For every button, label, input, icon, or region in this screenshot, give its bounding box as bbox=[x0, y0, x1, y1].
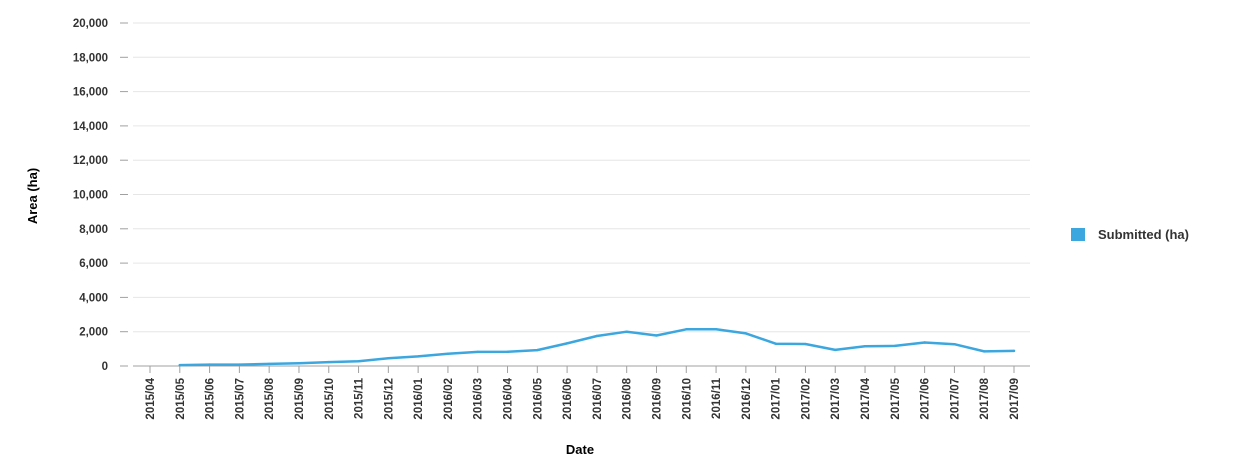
data-point[interactable] bbox=[774, 342, 777, 345]
data-point[interactable] bbox=[565, 342, 569, 345]
y-tick-label: 8,000 bbox=[79, 224, 108, 236]
data-point[interactable] bbox=[625, 330, 628, 333]
y-tick-label: 4,000 bbox=[79, 292, 108, 304]
y-tick-label: 14,000 bbox=[73, 121, 108, 133]
series-line-submitted[interactable] bbox=[178, 328, 1016, 367]
gridlines bbox=[133, 22, 1030, 333]
data-point[interactable] bbox=[506, 350, 509, 353]
x-tick-label: 2017/03 bbox=[830, 378, 842, 420]
x-tick-label: 2016/04 bbox=[503, 377, 515, 419]
data-point[interactable] bbox=[387, 357, 390, 360]
x-tick-label: 2017/04 bbox=[860, 377, 872, 419]
data-point[interactable] bbox=[983, 350, 986, 353]
x-tick-label: 2017/07 bbox=[949, 378, 961, 420]
x-tick-label: 2017/06 bbox=[920, 378, 932, 420]
x-tick-label: 2015/08 bbox=[264, 377, 276, 419]
legend[interactable]: Submitted (ha) bbox=[1071, 227, 1189, 242]
data-point[interactable] bbox=[357, 359, 360, 363]
x-tick-label: 2016/12 bbox=[741, 378, 753, 420]
x-tick-label: 2017/09 bbox=[1009, 378, 1021, 420]
data-point[interactable] bbox=[714, 328, 718, 331]
data-point[interactable] bbox=[446, 352, 450, 355]
x-tick-label: 2015/10 bbox=[324, 378, 336, 420]
data-point[interactable] bbox=[416, 355, 420, 358]
data-point[interactable] bbox=[476, 350, 479, 354]
series-layer bbox=[178, 328, 1016, 367]
legend-label: Submitted (ha) bbox=[1098, 227, 1189, 242]
x-tick-label: 2015/04 bbox=[145, 377, 157, 419]
x-tick-label: 2016/08 bbox=[622, 377, 634, 419]
data-point[interactable] bbox=[208, 363, 211, 366]
x-tick-label: 2016/07 bbox=[592, 378, 604, 420]
data-point[interactable] bbox=[923, 341, 926, 344]
x-tick-label: 2016/10 bbox=[681, 378, 693, 420]
y-axis-title: Area (ha) bbox=[25, 168, 40, 224]
data-point[interactable] bbox=[953, 343, 956, 346]
data-point[interactable] bbox=[655, 334, 658, 337]
data-point[interactable] bbox=[893, 344, 897, 348]
x-tick-label: 2015/11 bbox=[354, 377, 366, 419]
y-tick-label: 2,000 bbox=[79, 327, 108, 339]
y-axis-ticks: 0 2,000 4,000 6,000 8,000 10,000 12,000 14,000 1… bbox=[73, 18, 128, 373]
y-tick-label: 0 bbox=[102, 361, 108, 373]
legend-swatch bbox=[1071, 228, 1085, 241]
x-tick-label: 2016/11 bbox=[711, 377, 723, 419]
x-axis-ticks: 2015/04 2015/05 2015/06 2015/07 2015/08 2015/… bbox=[145, 366, 1021, 420]
y-tick-label: 12,000 bbox=[73, 155, 108, 167]
x-tick-label: 2015/09 bbox=[294, 378, 306, 420]
data-point[interactable] bbox=[834, 348, 837, 352]
x-tick-label: 2015/07 bbox=[234, 378, 246, 420]
y-tick-label: 16,000 bbox=[73, 87, 108, 99]
y-tick-label: 6,000 bbox=[79, 258, 108, 270]
x-axis-title: Date bbox=[566, 442, 594, 457]
data-point[interactable] bbox=[595, 334, 599, 338]
data-point[interactable] bbox=[804, 342, 807, 346]
x-tick-label: 2017/01 bbox=[771, 377, 783, 419]
data-point[interactable] bbox=[267, 362, 271, 366]
data-point[interactable] bbox=[536, 348, 539, 352]
y-tick-label: 10,000 bbox=[73, 190, 108, 202]
data-point[interactable] bbox=[685, 328, 688, 331]
x-tick-label: 2016/09 bbox=[651, 378, 663, 420]
x-tick-label: 2017/08 bbox=[979, 377, 991, 419]
data-point[interactable] bbox=[744, 332, 748, 335]
x-tick-label: 2017/05 bbox=[890, 377, 902, 419]
x-tick-label: 2015/05 bbox=[175, 377, 187, 419]
y-tick-label: 20,000 bbox=[73, 18, 108, 30]
x-tick-label: 2015/12 bbox=[383, 378, 395, 420]
x-tick-label: 2016/06 bbox=[562, 378, 574, 420]
data-point[interactable] bbox=[1012, 349, 1016, 353]
x-tick-label: 2015/06 bbox=[205, 378, 217, 420]
data-point[interactable] bbox=[297, 362, 301, 365]
data-point[interactable] bbox=[178, 363, 181, 367]
x-tick-label: 2017/02 bbox=[800, 378, 812, 420]
x-tick-label: 2016/03 bbox=[473, 378, 485, 420]
data-point[interactable] bbox=[327, 360, 330, 364]
y-tick-label: 18,000 bbox=[73, 52, 108, 64]
data-point[interactable] bbox=[863, 345, 867, 348]
data-point[interactable] bbox=[238, 363, 241, 366]
x-tick-label: 2016/05 bbox=[532, 377, 544, 419]
x-tick-label: 2016/01 bbox=[413, 377, 425, 419]
x-tick-label: 2016/02 bbox=[443, 378, 455, 420]
